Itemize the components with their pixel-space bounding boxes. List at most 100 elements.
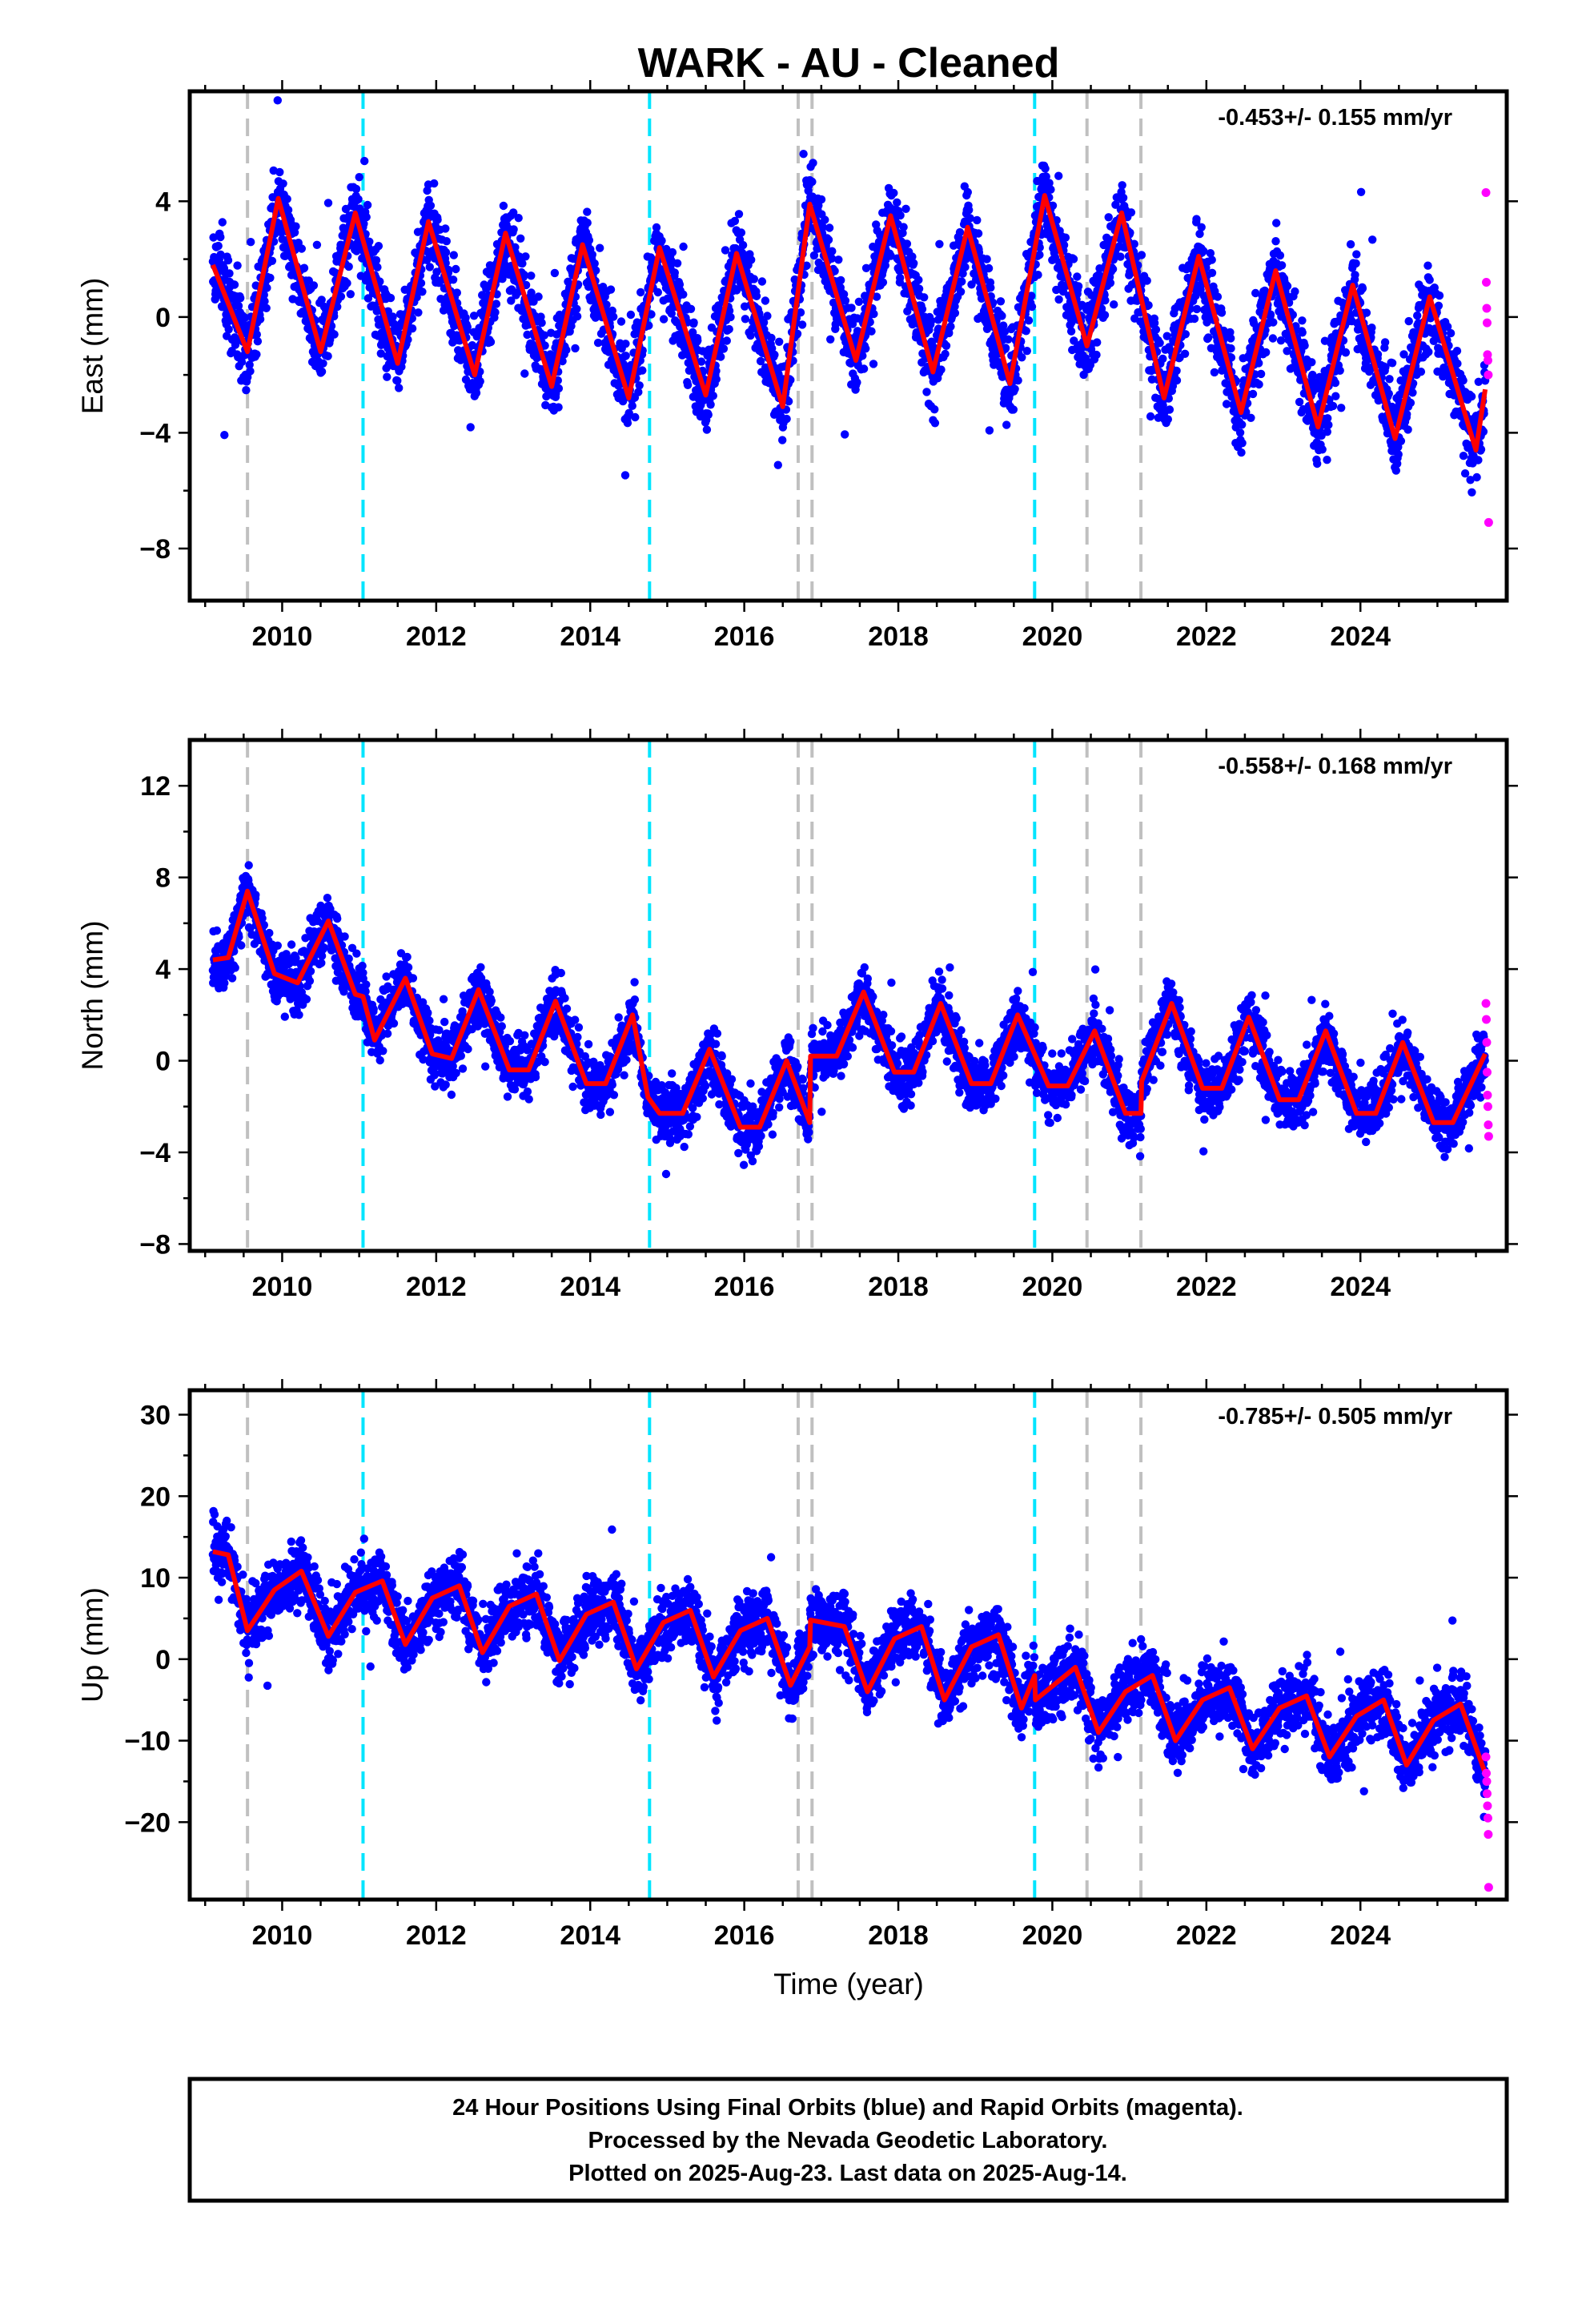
east-data-point (466, 423, 475, 432)
north-data-point (237, 941, 246, 950)
east-data-point (583, 219, 592, 227)
east-data-point (770, 350, 779, 360)
east-data-point (668, 247, 677, 257)
east-data-point (841, 296, 850, 305)
east-data-point (1222, 400, 1231, 408)
east-data-point (360, 156, 369, 166)
east-data-point (516, 234, 525, 243)
east-data-point (583, 207, 592, 216)
east-data-point (283, 206, 293, 215)
east-data-point (834, 255, 843, 264)
north-final-orbit-points (208, 861, 1490, 1179)
east-data-point (330, 330, 339, 339)
east-plot-area (208, 91, 1493, 601)
east-data-point (908, 252, 917, 261)
east-data-point (793, 329, 802, 338)
east-data-point (631, 412, 640, 422)
east-data-point (225, 269, 234, 278)
east-data-point (584, 235, 594, 245)
east-data-point (441, 247, 451, 257)
east-data-point (1100, 311, 1110, 320)
east-data-point (1027, 292, 1036, 300)
east-data-point (1197, 223, 1206, 231)
east-data-point (837, 275, 845, 285)
east-x-tick-label: 2018 (868, 621, 929, 652)
east-data-point (1045, 179, 1054, 187)
east-data-point (653, 287, 662, 297)
east-data-point (1190, 314, 1199, 324)
east-data-point (1318, 445, 1327, 454)
east-data-point (1351, 259, 1360, 268)
east-data-point (266, 273, 275, 283)
east-data-point (492, 300, 501, 308)
east-data-point (689, 318, 698, 327)
east-data-point (1165, 405, 1174, 414)
east-data-point (1391, 466, 1401, 475)
east-data-point (966, 214, 974, 223)
panel-east: 2010 2012 2014 2016 2018 2020 2022 2024−8−404Ea… (76, 80, 1518, 652)
east-data-point (514, 214, 523, 223)
east-data-point (1256, 369, 1266, 379)
north-data-point (251, 891, 260, 899)
east-data-point (1192, 215, 1201, 223)
east-data-point (540, 331, 549, 340)
east-data-point (1283, 282, 1292, 291)
east-data-point (386, 293, 396, 303)
east-rapid-point (1484, 370, 1493, 380)
east-x-tick-label: 2016 (714, 621, 775, 652)
east-data-point (273, 96, 282, 105)
east-data-point (878, 278, 888, 287)
chart-title: WARK - AU - Cleaned (638, 40, 1060, 86)
east-data-point (886, 251, 895, 260)
east-data-point (416, 279, 426, 287)
east-data-point (784, 397, 793, 406)
east-data-point (1291, 287, 1299, 296)
east-data-point (1046, 185, 1055, 194)
east-data-point (927, 316, 936, 325)
east-data-point (1151, 325, 1161, 334)
north-data-point (273, 941, 282, 951)
east-data-point (1172, 376, 1182, 385)
east-data-point (1399, 350, 1408, 359)
east-data-point (376, 349, 385, 358)
east-data-point (218, 218, 227, 227)
east-data-point (518, 259, 527, 268)
north-data-point (291, 954, 300, 963)
east-data-point (498, 275, 507, 283)
east-data-point (747, 255, 756, 264)
east-data-point (830, 267, 839, 275)
east-data-point (920, 293, 929, 302)
east-data-point (1362, 308, 1371, 317)
east-data-point (1093, 338, 1102, 347)
east-data-point (444, 265, 453, 275)
east-data-point (1295, 397, 1304, 407)
east-data-point (521, 252, 530, 261)
east-data-point (799, 150, 808, 159)
east-data-point (937, 365, 946, 374)
east-data-point (657, 236, 666, 245)
east-x-tick-label: 2024 (1330, 621, 1391, 652)
east-data-point (1204, 333, 1213, 342)
east-data-point (963, 187, 973, 197)
east-data-point (255, 315, 265, 324)
east-data-point (616, 317, 626, 326)
east-data-point (1346, 239, 1355, 249)
east-data-point (1404, 316, 1413, 326)
north-data-point (287, 940, 296, 949)
east-data-point (259, 291, 268, 300)
east-data-point (1385, 375, 1394, 384)
east-data-point (909, 259, 918, 267)
east-data-point (1328, 401, 1338, 411)
east-data-point (652, 223, 661, 232)
east-data-point (930, 419, 940, 428)
east-data-point (1106, 279, 1115, 287)
east-data-point (974, 229, 983, 238)
east-data-point (818, 222, 827, 231)
east-data-point (634, 388, 643, 396)
east-data-point (1331, 378, 1340, 388)
east-data-point (267, 256, 277, 265)
east-data-point (1272, 219, 1281, 227)
east-data-point (1459, 452, 1468, 460)
east-data-point (1367, 324, 1376, 332)
east-data-point (1384, 389, 1394, 398)
